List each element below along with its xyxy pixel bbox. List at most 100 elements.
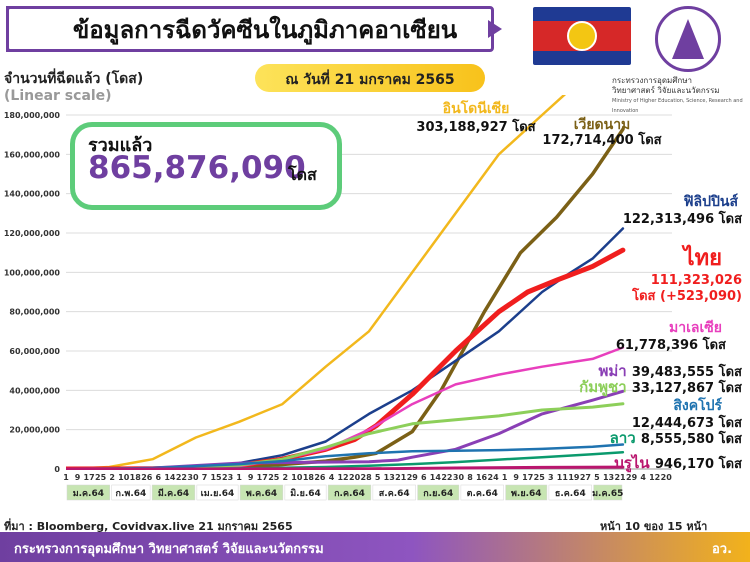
series-line bbox=[66, 465, 625, 470]
x-day-tick-label: 25 bbox=[534, 473, 546, 482]
x-day-tick-label: 24 bbox=[488, 473, 500, 482]
x-day-tick-label: 26 bbox=[314, 473, 326, 482]
series-name: ไทย bbox=[682, 244, 722, 271]
series-total: 61,778,396 โดส bbox=[616, 336, 726, 353]
series-name: สิงคโปร์ bbox=[673, 396, 723, 414]
x-day-tick-label: 16 bbox=[476, 473, 488, 482]
y-tick-label: 180,000,000 bbox=[4, 111, 61, 120]
x-month-tick-label: ก.พ.64 bbox=[116, 489, 147, 499]
x-day-tick-label: 28 bbox=[361, 473, 373, 482]
x-day-tick-label: 17 bbox=[522, 473, 533, 482]
total-unit: โดส bbox=[288, 165, 317, 184]
page-title: ข้อมูลการฉีดวัคซีนในภูมิภาคอาเซียน bbox=[72, 16, 458, 44]
asean-flag-icon bbox=[533, 7, 631, 65]
y-tick-label: 120,000,000 bbox=[4, 229, 61, 238]
y-tick-label: 60,000,000 bbox=[9, 347, 60, 356]
footer-short: อว. bbox=[712, 542, 733, 557]
series-total: 39,483,555 โดส bbox=[632, 363, 742, 380]
series-total: 172,714,400 โดส bbox=[542, 131, 661, 148]
series-name: กัมพูชา bbox=[579, 378, 632, 397]
x-month-band bbox=[151, 484, 196, 501]
title-banner bbox=[6, 6, 494, 52]
x-day-tick-label: 21 bbox=[395, 473, 407, 482]
x-day-tick-label: 5 bbox=[594, 473, 600, 482]
x-day-tick-label: 19 bbox=[568, 473, 580, 482]
x-day-tick-label: 12 bbox=[337, 473, 348, 482]
series-line bbox=[66, 247, 626, 470]
series-total: 12,444,673 โดส bbox=[632, 414, 742, 431]
ministry-name-en: Ministry of Higher Education, Science, R… bbox=[612, 98, 743, 114]
series-label: บรูไน 946,170 โดส bbox=[614, 453, 742, 473]
series-label: กัมพูชา 33,127,867 โดส bbox=[579, 378, 742, 397]
x-day-tick-label: 22 bbox=[441, 473, 452, 482]
x-month-band bbox=[417, 484, 460, 501]
total-label: รวมแล้ว bbox=[88, 135, 153, 156]
x-day-tick-label: 15 bbox=[210, 473, 222, 482]
x-day-tick-label: 7 bbox=[202, 473, 208, 482]
x-day-tick-label: 4 bbox=[329, 473, 335, 482]
total-callout bbox=[70, 122, 342, 210]
x-month-tick-label: ส.ค.64 bbox=[379, 489, 410, 499]
x-day-tick-label: 2 bbox=[283, 473, 289, 482]
x-day-tick-label: 30 bbox=[187, 473, 199, 482]
x-day-tick-label: 3 bbox=[548, 473, 554, 482]
x-day-tick-label: 30 bbox=[453, 473, 465, 482]
series-total: 111,323,026 bbox=[651, 273, 742, 288]
x-day-tick-label: 20 bbox=[349, 473, 361, 482]
ministry-logo-icon bbox=[655, 6, 721, 72]
x-month-tick-label: พ.ย.64 bbox=[511, 489, 542, 499]
series-label: ลาว 8,555,580 โดส bbox=[610, 429, 742, 447]
date-badge-text: ณ วันที่ 21 มกราคม 2565 bbox=[285, 72, 455, 88]
footer-bar bbox=[0, 532, 750, 562]
x-day-tick-label: 14 bbox=[430, 473, 442, 482]
y-tick-labels: 0 20,000,000 40,000,000 60,000,000 80,000,00… bbox=[4, 111, 61, 474]
x-month-band bbox=[66, 484, 110, 501]
x-month-band bbox=[239, 484, 284, 501]
x-month-tick-label: ต.ค.64 bbox=[467, 489, 498, 499]
x-day-tick-label: 10 bbox=[291, 473, 303, 482]
ministry-name: กระทรวงการอุดมศึกษา วิทยาศาสตร์ วิจัยและ… bbox=[612, 76, 747, 116]
x-day-tick-label: 29 bbox=[626, 473, 638, 482]
x-day-tick-label: 9 bbox=[513, 473, 519, 482]
x-month-tick-label: ก.ย.64 bbox=[423, 489, 453, 499]
x-month-band bbox=[593, 484, 623, 501]
series-name: อินโดนีเซีย bbox=[442, 99, 509, 117]
x-day-tick-label: 8 bbox=[467, 473, 473, 482]
x-day-tick-label: 4 bbox=[640, 473, 646, 482]
series-label: พม่า 39,483,555 โดส bbox=[598, 362, 742, 380]
series-line bbox=[66, 346, 625, 470]
x-day-tick-label: 9 bbox=[248, 473, 254, 482]
x-month-band bbox=[196, 484, 239, 501]
series-line bbox=[66, 227, 625, 470]
x-month-band bbox=[111, 484, 151, 501]
x-day-tick-label: 29 bbox=[407, 473, 419, 482]
x-day-tick-label: 17 bbox=[84, 473, 95, 482]
x-month-tick-label: ก.ค.64 bbox=[334, 489, 365, 499]
series-name: พม่า bbox=[598, 362, 631, 380]
series-name: ฟิลิปปินส์ bbox=[683, 193, 739, 210]
y-tick-label: 100,000,000 bbox=[4, 268, 61, 277]
page-number: หน้า 10 ของ 15 หน้า bbox=[600, 520, 708, 533]
y-tick-label: 80,000,000 bbox=[9, 308, 60, 317]
x-day-tick-label: 27 bbox=[580, 473, 591, 482]
x-day-tick-label: 12 bbox=[649, 473, 660, 482]
x-day-tick-label: 5 bbox=[375, 473, 381, 482]
series-total: 303,188,927 โดส bbox=[416, 118, 535, 135]
x-day-tick-label: 20 bbox=[661, 473, 673, 482]
y-tick-label: 160,000,000 bbox=[4, 150, 61, 159]
source-note: ที่มา : Bloomberg, Covidvax.live 21 มกรา… bbox=[4, 520, 293, 533]
series-total: 946,170 โดส bbox=[655, 455, 742, 472]
x-day-tick-label: 18 bbox=[303, 473, 315, 482]
x-day-tick-label: 13 bbox=[384, 473, 395, 482]
x-day-tick-label: 25 bbox=[95, 473, 107, 482]
x-month-band bbox=[505, 484, 548, 501]
x-day-tick-label: 22 bbox=[176, 473, 187, 482]
series-total: 122,313,496 โดส bbox=[623, 210, 742, 227]
x-month-tick-label: ม.ค.65 bbox=[592, 489, 623, 499]
title-banner-tip bbox=[488, 20, 502, 38]
x-day-tick-label: 18 bbox=[130, 473, 142, 482]
series-name: บรูไน bbox=[614, 453, 655, 473]
series-lines bbox=[66, 95, 626, 470]
x-month-band bbox=[284, 484, 327, 501]
